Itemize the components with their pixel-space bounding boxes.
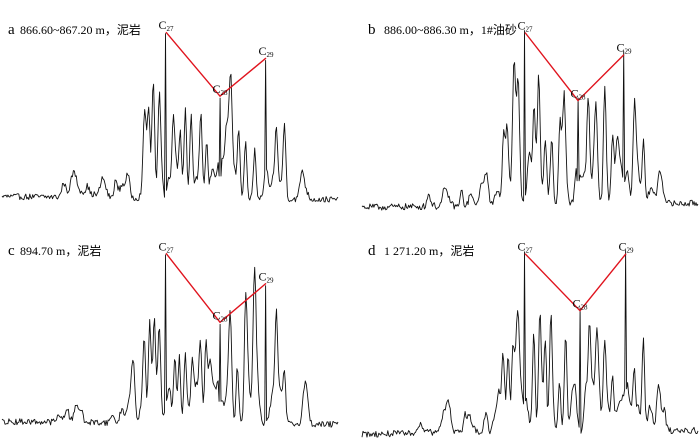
chart-panel-d: C27 C28 C29 d 1 271.20 m，泥岩 <box>361 240 699 438</box>
panel-caption: 866.60~867.20 m，泥岩 <box>20 22 141 37</box>
peak-label-c28: C28 <box>572 297 588 312</box>
sterane-v-line <box>165 252 267 324</box>
sterane-v-line <box>524 32 625 102</box>
peak-label-c29: C29 <box>258 269 274 284</box>
peak-label-c27: C27 <box>158 18 174 33</box>
peak-label-c29: C29 <box>618 240 634 255</box>
peak-label-c28: C28 <box>570 87 586 102</box>
chromatogram-trace <box>361 250 699 438</box>
panel-caption: 886.00~886.30 m，1#油砂 <box>384 23 517 37</box>
peak-label-c29: C29 <box>258 44 274 59</box>
panel-letter: a <box>8 22 15 38</box>
chromatogram-trace <box>361 30 699 211</box>
panel-letter: b <box>368 22 376 38</box>
peak-label-c29: C29 <box>616 41 632 56</box>
sterane-v-line <box>165 31 267 98</box>
peak-label-c27: C27 <box>517 240 533 255</box>
peak-label-c27: C27 <box>158 239 174 254</box>
chromatogram-trace <box>1 33 339 203</box>
peak-label-c27: C27 <box>517 19 533 34</box>
chromatogram-trace <box>1 254 339 428</box>
chart-panel-a: C27 C28 C29 a 866.60~867.20 m，泥岩 <box>1 18 339 203</box>
panel-letter: c <box>8 243 15 259</box>
chart-panel-c: C27 C28 C29 c 894.70 m，泥岩 <box>1 239 339 428</box>
peak-label-c28: C28 <box>212 308 228 323</box>
panel-caption: 1 271.20 m，泥岩 <box>384 243 474 258</box>
peak-label-c28: C28 <box>212 82 228 97</box>
chart-panel-b: C27 C28 C29 b 886.00~886.30 m，1#油砂 <box>361 19 699 211</box>
panel-letter: d <box>368 243 376 259</box>
sterane-v-line <box>524 253 627 312</box>
panel-caption: 894.70 m，泥岩 <box>20 243 101 258</box>
